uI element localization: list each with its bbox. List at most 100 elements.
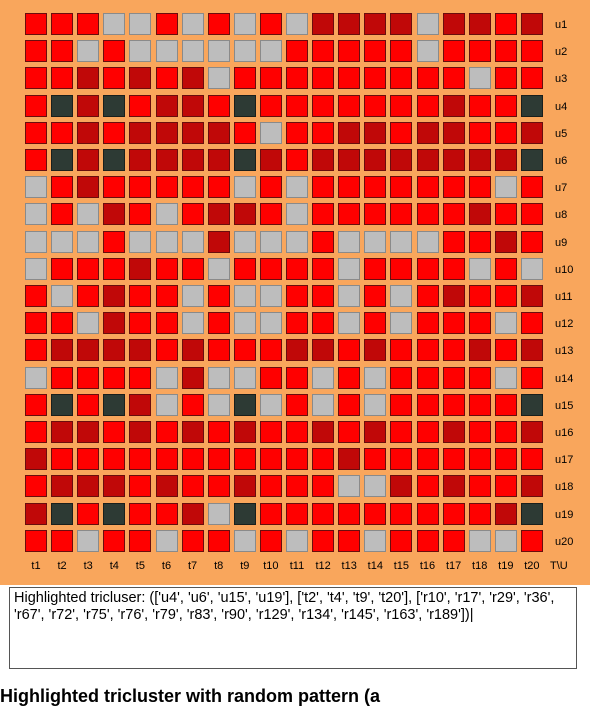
- cell-u20-t7[interactable]: [181, 529, 204, 552]
- cell-u9-t18[interactable]: [468, 230, 491, 253]
- cell-u9-t5[interactable]: [129, 230, 152, 253]
- cell-u18-t3[interactable]: [77, 475, 100, 498]
- cell-u19-t7[interactable]: [181, 502, 204, 525]
- cell-u6-t9[interactable]: [233, 149, 256, 171]
- cell-u14-t17[interactable]: [442, 366, 465, 389]
- cell-u13-t10[interactable]: [259, 339, 282, 362]
- cell-u12-t19[interactable]: [494, 312, 517, 335]
- cell-u3-t6[interactable]: [155, 67, 178, 90]
- cell-u5-t14[interactable]: [364, 121, 387, 144]
- cell-u4-t13[interactable]: [338, 94, 361, 117]
- cell-u7-t16[interactable]: [416, 176, 439, 199]
- cell-u5-t5[interactable]: [129, 121, 152, 144]
- cell-u11-t12[interactable]: [312, 285, 335, 307]
- cell-u20-t13[interactable]: [338, 529, 361, 552]
- cell-u18-t4[interactable]: [103, 475, 126, 498]
- cell-u4-t6[interactable]: [155, 94, 178, 117]
- cell-u5-t1[interactable]: [25, 121, 47, 144]
- cell-u5-t18[interactable]: [468, 121, 491, 144]
- cell-u11-t2[interactable]: [51, 285, 74, 307]
- cell-u10-t13[interactable]: [338, 257, 361, 280]
- cell-u11-t14[interactable]: [364, 285, 387, 307]
- cell-u17-t18[interactable]: [468, 448, 491, 471]
- cell-u17-t17[interactable]: [442, 448, 465, 471]
- cell-u12-t13[interactable]: [338, 312, 361, 335]
- cell-u9-t2[interactable]: [51, 230, 74, 253]
- cell-u8-t17[interactable]: [442, 203, 465, 226]
- cell-u5-t12[interactable]: [312, 121, 335, 144]
- cell-u15-t14[interactable]: [364, 393, 387, 416]
- cell-u18-t8[interactable]: [207, 475, 230, 498]
- cell-u16-t19[interactable]: [494, 421, 517, 443]
- cell-u11-t18[interactable]: [468, 285, 491, 307]
- cell-u20-t16[interactable]: [416, 529, 439, 552]
- cell-u3-t11[interactable]: [286, 67, 308, 90]
- cell-u11-t15[interactable]: [390, 285, 413, 307]
- cell-u18-t20[interactable]: [520, 475, 543, 498]
- cell-u17-t14[interactable]: [364, 448, 387, 471]
- cell-u3-t7[interactable]: [181, 67, 204, 90]
- cell-u19-t4[interactable]: [103, 502, 126, 525]
- cell-u1-t3[interactable]: [77, 13, 100, 35]
- cell-u12-t17[interactable]: [442, 312, 465, 335]
- cell-u1-t15[interactable]: [390, 13, 413, 35]
- cell-u15-t15[interactable]: [390, 393, 413, 416]
- cell-u16-t11[interactable]: [286, 421, 308, 443]
- cell-u2-t3[interactable]: [77, 40, 100, 63]
- cell-u3-t19[interactable]: [494, 67, 517, 90]
- cell-u9-t7[interactable]: [181, 230, 204, 253]
- cell-u14-t16[interactable]: [416, 366, 439, 389]
- cell-u19-t1[interactable]: [25, 502, 47, 525]
- cell-u2-t16[interactable]: [416, 40, 439, 63]
- cell-u13-t12[interactable]: [312, 339, 335, 362]
- cell-u19-t20[interactable]: [520, 502, 543, 525]
- cell-u9-t16[interactable]: [416, 230, 439, 253]
- cell-u12-t16[interactable]: [416, 312, 439, 335]
- cell-u19-t6[interactable]: [155, 502, 178, 525]
- cell-u7-t3[interactable]: [77, 176, 100, 199]
- cell-u8-t10[interactable]: [259, 203, 282, 226]
- cell-u16-t7[interactable]: [181, 421, 204, 443]
- cell-u13-t1[interactable]: [25, 339, 47, 362]
- cell-u2-t13[interactable]: [338, 40, 361, 63]
- cell-u18-t1[interactable]: [25, 475, 47, 498]
- cell-u16-t14[interactable]: [364, 421, 387, 443]
- cell-u6-t19[interactable]: [494, 149, 517, 171]
- cell-u12-t7[interactable]: [181, 312, 204, 335]
- cell-u6-t8[interactable]: [207, 149, 230, 171]
- cell-u4-t8[interactable]: [207, 94, 230, 117]
- cell-u17-t1[interactable]: [25, 448, 47, 471]
- cell-u16-t4[interactable]: [103, 421, 126, 443]
- cell-u12-t1[interactable]: [25, 312, 47, 335]
- cell-u9-t6[interactable]: [155, 230, 178, 253]
- cell-u19-t13[interactable]: [338, 502, 361, 525]
- cell-u18-t15[interactable]: [390, 475, 413, 498]
- cell-u7-t17[interactable]: [442, 176, 465, 199]
- cell-u18-t17[interactable]: [442, 475, 465, 498]
- cell-u16-t12[interactable]: [312, 421, 335, 443]
- cell-u17-t19[interactable]: [494, 448, 517, 471]
- cell-u20-t6[interactable]: [155, 529, 178, 552]
- cell-u12-t10[interactable]: [259, 312, 282, 335]
- cell-u11-t6[interactable]: [155, 285, 178, 307]
- cell-u7-t7[interactable]: [181, 176, 204, 199]
- cell-u14-t2[interactable]: [51, 366, 74, 389]
- cell-u14-t5[interactable]: [129, 366, 152, 389]
- cell-u14-t20[interactable]: [520, 366, 543, 389]
- cell-u2-t19[interactable]: [494, 40, 517, 63]
- cell-u10-t9[interactable]: [233, 257, 256, 280]
- cell-u18-t16[interactable]: [416, 475, 439, 498]
- cell-u6-t20[interactable]: [520, 149, 543, 171]
- cell-u20-t2[interactable]: [51, 529, 74, 552]
- cell-u18-t9[interactable]: [233, 475, 256, 498]
- cell-u19-t17[interactable]: [442, 502, 465, 525]
- cell-u14-t7[interactable]: [181, 366, 204, 389]
- cell-u10-t1[interactable]: [25, 257, 47, 280]
- cell-u10-t18[interactable]: [468, 257, 491, 280]
- cell-u17-t4[interactable]: [103, 448, 126, 471]
- cell-u9-t15[interactable]: [390, 230, 413, 253]
- cell-u14-t14[interactable]: [364, 366, 387, 389]
- cell-u18-t13[interactable]: [338, 475, 361, 498]
- cell-u16-t13[interactable]: [338, 421, 361, 443]
- cell-u3-t12[interactable]: [312, 67, 335, 90]
